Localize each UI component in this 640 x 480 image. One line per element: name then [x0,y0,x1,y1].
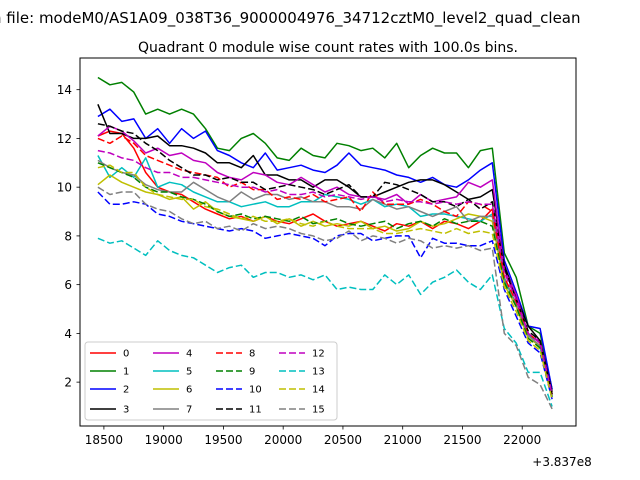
series-line-11 [97,123,553,395]
legend-label-14: 14 [312,385,325,396]
series-line-13 [97,237,553,407]
series-line-1 [97,76,553,390]
legend-label-10: 10 [249,385,262,396]
legend-label-15: 15 [312,405,325,416]
x-tick-label: 19500 [204,433,242,447]
x-tick-label: 21000 [384,433,422,447]
y-tick-label: 14 [57,83,72,97]
x-tick-label: 21500 [443,433,481,447]
x-tick-label: 20500 [324,433,362,447]
x-tick-label: 19000 [145,433,183,447]
legend-label-4: 4 [186,349,192,360]
legend-label-3: 3 [123,405,129,416]
series-line-2 [97,108,553,390]
series-line-15 [97,186,553,410]
legend-label-2: 2 [123,385,129,396]
legend-label-7: 7 [186,405,192,416]
x-axis: 18500 19000 19500 20000 20500 21000 21500 22000 [85,426,541,447]
series-line-14 [97,164,553,400]
y-tick-label: 6 [64,278,72,292]
legend-label-9: 9 [249,367,255,378]
y-tick-label: 10 [57,181,72,195]
y-tick-label: 2 [64,376,72,390]
figure-suptitle: n file: modeM0/AS1A09_038T36_9000004976_… [0,9,581,28]
x-tick-label: 22000 [503,433,541,447]
chart-title: Quadrant 0 module wise count rates with … [138,40,518,56]
legend-box [84,341,338,421]
legend-label-11: 11 [249,405,262,416]
plot-frame [79,57,577,427]
legend-label-5: 5 [186,367,192,378]
x-axis-offset: +3.837e8 [532,455,591,469]
series-line-12 [97,149,553,395]
legend-label-12: 12 [312,349,325,360]
series-line-3 [97,104,553,393]
series-layer [97,76,553,410]
x-tick-label: 18500 [85,433,123,447]
y-tick-label: 8 [64,229,72,243]
y-axis: 2 4 6 8 10 12 14 [57,83,80,390]
series-line-10 [97,191,553,400]
series-line-4 [97,125,553,395]
legend-label-13: 13 [312,367,325,378]
series-line-6 [97,174,553,397]
legend-label-0: 0 [123,349,129,360]
x-tick-label: 20000 [264,433,302,447]
legend-label-1: 1 [123,367,129,378]
series-line-5 [97,155,553,397]
legend-label-8: 8 [249,349,255,360]
y-tick-label: 12 [57,132,72,146]
legend-label-6: 6 [186,385,192,396]
y-tick-label: 4 [64,327,72,341]
